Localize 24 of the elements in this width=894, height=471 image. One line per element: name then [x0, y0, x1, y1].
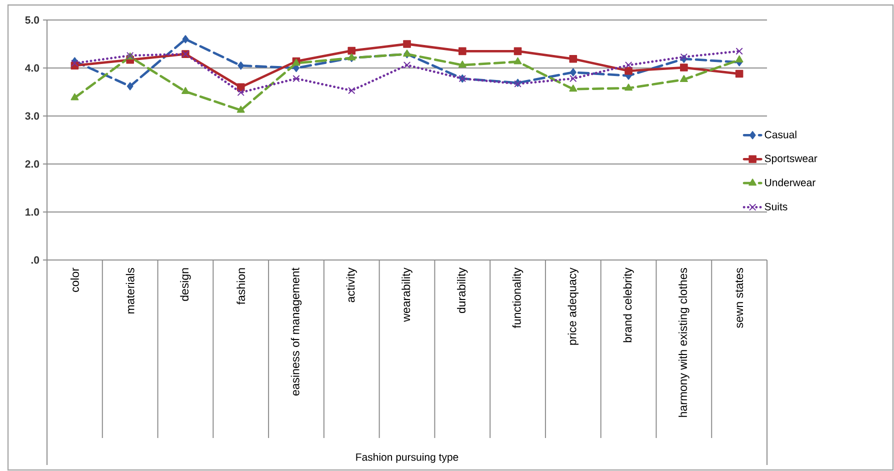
x-tick-label: harmony with existing clothes: [678, 268, 690, 417]
legend-label: Underwear: [765, 178, 816, 186]
y-tick-label: 3.0: [25, 112, 40, 120]
x-tick-label: activity: [346, 268, 357, 302]
x-tick-label: fashion: [236, 268, 246, 304]
legend-label: Sportswear: [764, 154, 818, 164]
y-tick-label: 5.0: [25, 16, 40, 24]
x-tick-label: easiness of management: [290, 268, 302, 396]
y-tick-label: .0: [31, 256, 40, 264]
legend-label: Suits: [764, 202, 788, 210]
x-tick-label: design: [180, 268, 191, 301]
x-tick-label: materials: [126, 268, 134, 314]
y-tick-label: 2.0: [25, 160, 40, 168]
x-tick-label: color: [70, 268, 79, 292]
x-tick-label: functionality: [512, 268, 524, 328]
x-tick-label: sewn states: [736, 268, 744, 328]
x-tick-label: brand celebrity: [623, 268, 634, 342]
y-tick-label: 1.0: [26, 208, 40, 216]
legend-label: Casual: [764, 130, 796, 138]
x-axis-title: Fashion pursuing type: [356, 453, 458, 463]
y-tick-label: 4.0: [25, 64, 40, 72]
x-tick-label: price adequacy: [568, 268, 579, 345]
x-tick-label: wearability: [402, 268, 412, 322]
x-tick-label: durability: [457, 268, 468, 314]
